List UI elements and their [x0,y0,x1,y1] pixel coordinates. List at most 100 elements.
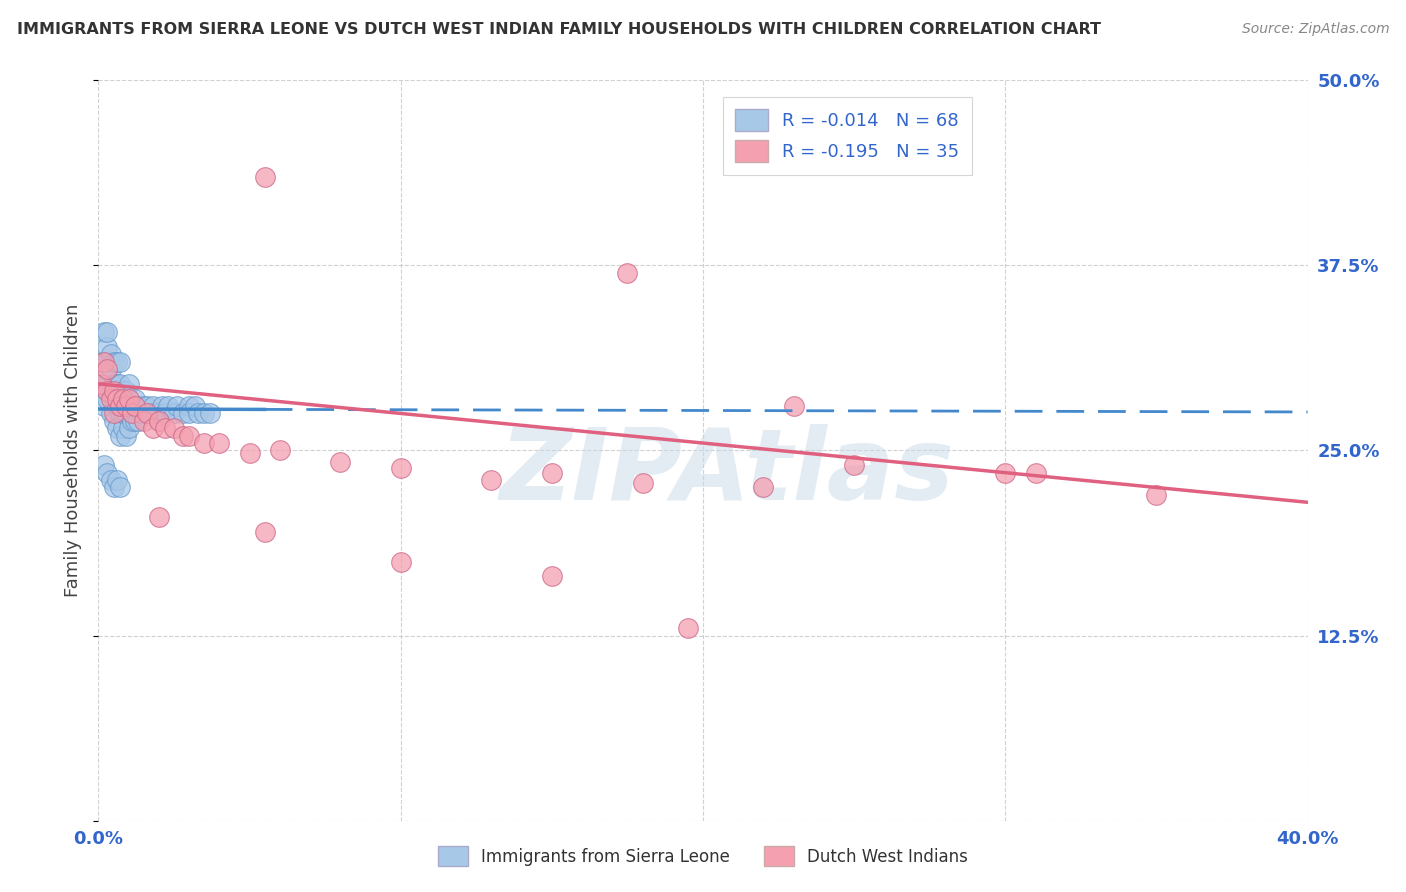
Point [105,473,128,487]
Point [208,436,231,450]
Point [631,476,654,491]
Point [93,458,115,473]
Point [389,461,412,475]
Point [1024,466,1046,480]
Point [253,169,276,184]
Point [200,407,222,421]
Point [150,399,173,413]
Point [108,480,131,494]
Point [111,392,134,406]
Point [114,399,136,413]
Point [481,473,503,487]
Point [105,392,128,406]
Point [103,354,125,368]
Point [114,428,136,442]
Point [148,407,170,421]
Point [105,399,128,413]
Point [148,414,170,428]
Point [96,325,118,339]
Point [184,399,207,413]
Point [108,392,131,406]
Point [163,421,186,435]
Point [127,399,149,413]
Point [124,399,146,413]
Point [96,466,118,480]
Point [108,428,131,442]
Point [93,399,115,413]
Point [96,354,118,368]
Text: IMMIGRANTS FROM SIERRA LEONE VS DUTCH WEST INDIAN FAMILY HOUSEHOLDS WITH CHILDRE: IMMIGRANTS FROM SIERRA LEONE VS DUTCH WE… [17,22,1101,37]
Point [111,421,134,435]
Point [187,407,209,421]
Point [540,466,562,480]
Point [111,407,134,421]
Point [103,407,125,421]
Point [253,524,276,539]
Point [93,325,115,339]
Point [844,458,866,473]
Point [153,407,176,421]
Point [148,510,170,524]
Point [108,399,131,413]
Point [142,399,165,413]
Point [105,354,128,368]
Point [124,414,146,428]
Text: Source: ZipAtlas.com: Source: ZipAtlas.com [1241,22,1389,37]
Point [100,347,122,361]
Point [153,421,176,435]
Point [132,414,155,428]
Point [121,399,143,413]
Point [103,480,125,494]
Point [142,421,165,435]
Point [121,407,143,421]
Point [96,384,118,399]
Point [114,407,136,421]
Point [676,621,699,635]
Point [114,384,136,399]
Point [1144,488,1167,502]
Point [93,354,115,368]
Point [752,480,775,494]
Point [172,407,194,421]
Point [100,384,122,399]
Point [118,392,141,406]
Point [540,569,562,583]
Point [121,414,143,428]
Point [108,376,131,391]
Point [994,466,1017,480]
Point [179,407,201,421]
Point [93,354,115,368]
Point [96,340,118,354]
Point [96,392,118,406]
Point [100,362,122,376]
Point [166,399,188,413]
Point [135,407,157,421]
Point [100,407,122,421]
Point [179,428,201,442]
Point [129,407,152,421]
Point [269,443,291,458]
Legend: Immigrants from Sierra Leone, Dutch West Indians: Immigrants from Sierra Leone, Dutch West… [430,838,976,875]
Point [783,399,806,413]
Point [103,414,125,428]
Point [108,354,131,368]
Point [172,428,194,442]
Point [616,266,638,280]
Point [105,376,128,391]
Point [90,384,112,399]
Point [127,414,149,428]
Point [329,455,352,469]
Point [135,399,157,413]
Point [132,399,155,413]
Point [193,407,215,421]
Point [118,399,141,413]
Point [96,362,118,376]
Point [389,555,412,569]
Legend: R = -0.014   N = 68, R = -0.195   N = 35: R = -0.014 N = 68, R = -0.195 N = 35 [723,96,972,175]
Point [108,407,131,421]
Point [163,407,186,421]
Point [103,384,125,399]
Point [118,376,141,391]
Point [103,376,125,391]
Point [124,392,146,406]
